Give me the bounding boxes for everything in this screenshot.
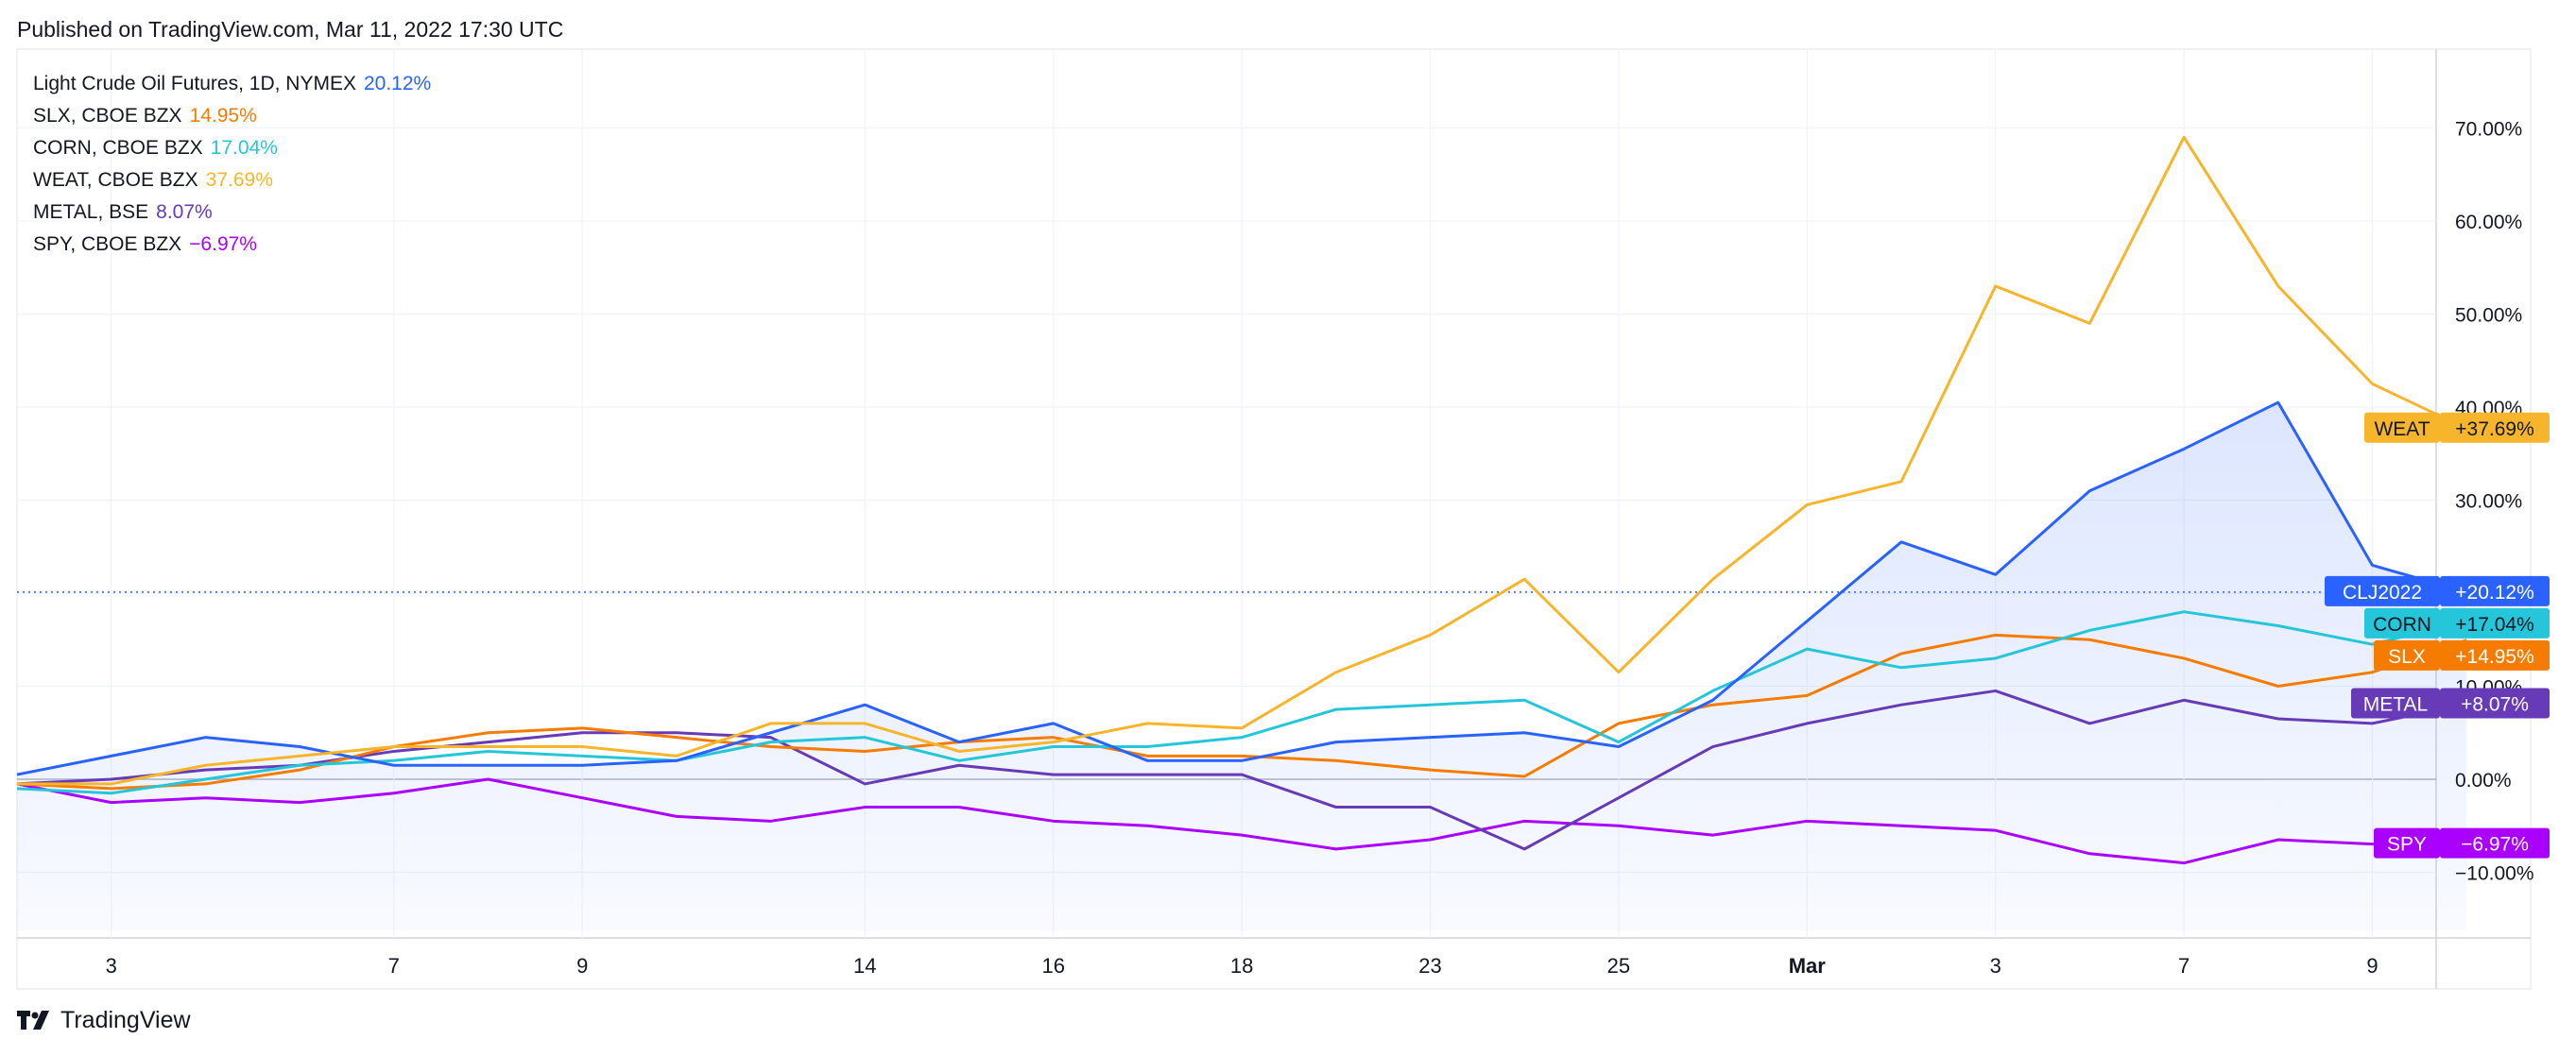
x-tick-label: 14 — [853, 954, 876, 978]
y-tick-label: 0.00% — [2455, 770, 2512, 792]
series-area-clj2022 — [17, 402, 2467, 930]
legend-series-name: WEAT, CBOE BZX — [33, 169, 198, 191]
price-tag-value: +17.04% — [2455, 614, 2534, 636]
legend-series-value: −6.97% — [189, 233, 257, 255]
price-tag-name: WEAT — [2374, 418, 2430, 440]
chart-frame — [16, 48, 2532, 990]
legend-series-value: 37.69% — [205, 169, 273, 191]
legend-series-value: 14.95% — [189, 105, 257, 127]
price-tag-value: +20.12% — [2455, 582, 2534, 604]
legend-entry-spy[interactable]: SPY, CBOE BZX −6.97% — [33, 229, 431, 261]
price-tag-name-bg — [2374, 639, 2440, 671]
price-tag-value: +37.69% — [2455, 418, 2534, 440]
published-header: Published on TradingView.com, Mar 11, 20… — [17, 17, 564, 42]
series-line-spy — [16, 777, 2467, 865]
price-tag-name: SPY — [2387, 834, 2427, 856]
series-line-corn — [16, 610, 2467, 795]
x-tick-label: 16 — [1041, 954, 1064, 978]
price-tag-value-bg — [2440, 639, 2550, 671]
x-tick-label: 3 — [106, 954, 117, 978]
legend-entry-weat[interactable]: WEAT, CBOE BZX 37.69% — [33, 164, 431, 196]
footer-brand: TradingView — [60, 1007, 191, 1033]
series-line-metal — [16, 689, 2467, 851]
x-tick-label: 25 — [1607, 954, 1630, 978]
price-tag-value-bg — [2440, 607, 2550, 639]
price-tag-value-bg — [2440, 827, 2550, 859]
series-line-clj2022 — [16, 400, 2467, 776]
series-line-weat — [17, 135, 2467, 786]
price-tag-name: METAL — [2363, 694, 2428, 716]
legend-entry-slx[interactable]: SLX, CBOE BZX 14.95% — [33, 100, 431, 132]
price-tag-name: CLJ2022 — [2343, 582, 2422, 604]
y-tick-label: 70.00% — [2455, 119, 2522, 141]
legend-series-name: SPY, CBOE BZX — [33, 233, 182, 255]
x-tick-label: 9 — [576, 954, 588, 978]
legend-entry-clj2022[interactable]: Light Crude Oil Futures, 1D, NYMEX 20.12% — [33, 68, 431, 100]
legend-series-name: CORN, CBOE BZX — [33, 137, 203, 159]
x-tick-label: 9 — [2366, 954, 2378, 978]
legend-series-name: SLX, CBOE BZX — [33, 105, 182, 127]
legend-entry-metal[interactable]: METAL, BSE 8.07% — [33, 196, 431, 229]
series-line-slx — [16, 633, 2467, 791]
legend-series-name: METAL, BSE — [33, 201, 149, 223]
price-tag-name: CORN — [2373, 614, 2431, 636]
price-tag-name-bg — [2364, 412, 2440, 443]
price-tag-value-bg — [2440, 412, 2550, 443]
y-tick-label: 50.00% — [2455, 305, 2522, 327]
tradingview-logo-icon — [17, 1010, 49, 1030]
price-tag-value-bg — [2440, 575, 2550, 606]
price-tag-name-bg — [2325, 575, 2440, 606]
price-tag-name-bg — [2364, 607, 2440, 639]
footer: TradingView — [17, 1007, 191, 1034]
price-tag-value-bg — [2440, 688, 2550, 719]
price-tag-value: +14.95% — [2455, 646, 2534, 668]
legend-series-value: 20.12% — [363, 73, 432, 94]
x-tick-label: 23 — [1418, 954, 1441, 978]
price-tag-value: −6.97% — [2461, 834, 2529, 856]
x-tick-label: Mar — [1789, 954, 1827, 978]
chart-legend: Light Crude Oil Futures, 1D, NYMEX 20.12%… — [33, 68, 431, 261]
price-tag-name-bg — [2351, 688, 2440, 719]
x-tick-label: 3 — [1990, 954, 2001, 978]
legend-series-value: 8.07% — [156, 201, 213, 223]
price-tag-name: SLX — [2388, 646, 2426, 668]
price-tag-name-bg — [2374, 827, 2440, 859]
price-tag-value: +8.07% — [2461, 694, 2529, 716]
chart-plot[interactable]: 70.00%60.00%50.00%40.00%30.00%10.00%0.00… — [0, 0, 2576, 992]
legend-series-value: 17.04% — [210, 137, 278, 159]
y-tick-label: 60.00% — [2455, 212, 2522, 233]
x-tick-label: 18 — [1230, 954, 1253, 978]
y-tick-label: 30.00% — [2455, 491, 2522, 513]
legend-entry-corn[interactable]: CORN, CBOE BZX 17.04% — [33, 132, 431, 164]
y-tick-label: −10.00% — [2455, 863, 2534, 885]
x-tick-label: 7 — [388, 954, 400, 978]
legend-series-name: Light Crude Oil Futures, 1D, NYMEX — [33, 73, 356, 94]
x-tick-label: 7 — [2178, 954, 2190, 978]
